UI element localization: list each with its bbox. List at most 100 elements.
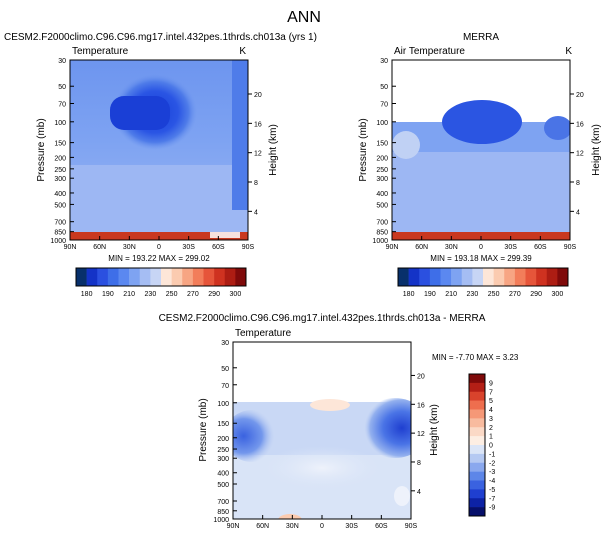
- colorbar-temperature-swatch: [107, 268, 119, 286]
- x-tick-label: 60S: [212, 244, 225, 251]
- y-tick-label: 200: [54, 155, 66, 162]
- panel-merra-field: [392, 60, 570, 240]
- colorbar-temperature-swatch: [182, 268, 194, 286]
- y-tick-label: 70: [221, 383, 229, 390]
- y-tick-label: 50: [221, 366, 229, 373]
- panel-model-left-label: Temperature: [72, 46, 129, 57]
- y2-tick-label: 16: [254, 121, 262, 128]
- colorbar-difference-swatch: [469, 436, 485, 446]
- colorbar-difference-label: -7: [489, 496, 495, 503]
- colorbar-merra-swatch: [461, 268, 473, 286]
- y-tick-label: 250: [54, 167, 66, 174]
- colorbar-merra-label: 190: [424, 291, 436, 298]
- colorbar-difference-swatch: [469, 462, 485, 472]
- colorbar-temperature-swatch: [203, 268, 215, 286]
- colorbar-difference-label: 1: [489, 434, 493, 441]
- colorbar-difference-label: 7: [489, 389, 493, 396]
- colorbar-temperature-swatch: [129, 268, 141, 286]
- y-tick-label: 400: [54, 191, 66, 198]
- colorbar-difference: 9 7 5 4 3 2 1 0-1 -2 -3 -4 -5 -7 -9: [468, 373, 495, 517]
- colorbar-difference-label: -3: [489, 469, 495, 476]
- panel-model-stats: MIN = 193.22 MAX = 299.02: [108, 254, 210, 263]
- colorbar-temperature-label: 230: [145, 291, 157, 298]
- colorbar-difference-swatch: [469, 489, 485, 499]
- colorbar-temperature-swatch: [224, 268, 236, 286]
- colorbar-temperature-swatch: [235, 268, 247, 286]
- colorbar-merra-swatch: [504, 268, 516, 286]
- y-tick-label: 850: [217, 509, 229, 516]
- y-tick-label: 70: [380, 101, 388, 108]
- y2-tick-label: 8: [254, 180, 258, 187]
- x-tick-label: 30S: [182, 244, 195, 251]
- y2-tick-label: 4: [576, 209, 580, 216]
- colorbar-merra-swatch: [483, 268, 494, 286]
- colorbar-difference-swatch: [469, 409, 485, 419]
- colorbar-temperature-swatch: [86, 268, 98, 286]
- colorbar-merra-swatch: [493, 268, 505, 286]
- panel-merra-units: K: [565, 46, 572, 57]
- colorbar-difference-label: -4: [489, 478, 495, 485]
- colorbar-difference-label: 0: [489, 443, 493, 450]
- colorbar-difference-swatch: [469, 507, 485, 517]
- y2-tick-label: 12: [417, 431, 425, 438]
- panel-model: CESM2.F2000climo.C96.C96.mg17.intel.432p…: [4, 32, 317, 263]
- y-tick-label: 100: [217, 401, 229, 408]
- x-tick-label: 30S: [345, 523, 358, 530]
- panel-diff-left-label: Temperature: [235, 328, 292, 339]
- colorbar-difference-label: -9: [489, 505, 495, 512]
- y-tick-label: 500: [54, 202, 66, 209]
- y-tick-label: 700: [376, 220, 388, 227]
- colorbar-difference-swatch: [469, 418, 485, 428]
- figure-title: ANN: [287, 9, 321, 26]
- y-tick-label: 50: [58, 84, 66, 91]
- colorbar-temperature-swatch: [192, 268, 204, 286]
- colorbar-temperature-swatch: [161, 268, 172, 286]
- colorbar-difference-label: 4: [489, 407, 493, 414]
- svg-text:Pressure (mb): Pressure (mb): [358, 118, 369, 181]
- y-tick-label: 300: [376, 176, 388, 183]
- x-tick-label: 90S: [242, 244, 255, 251]
- colorbar-temperature-label: 290: [208, 291, 220, 298]
- panel-model-field: [70, 60, 248, 240]
- y-tick-label: 30: [58, 58, 66, 65]
- y2-tick-label: 16: [417, 402, 425, 409]
- colorbar-difference-label: 5: [489, 398, 493, 405]
- panel-model-title: CESM2.F2000climo.C96.C96.mg17.intel.432p…: [4, 32, 317, 43]
- x-tick-label: 0: [479, 244, 483, 251]
- y2-tick-label: 8: [576, 180, 580, 187]
- x-tick-label: 0: [157, 244, 161, 251]
- colorbar-merra-label: 250: [488, 291, 500, 298]
- y-tick-label: 700: [217, 499, 229, 506]
- colorbar-temperature-label: 210: [123, 291, 135, 298]
- panel-diff-field: [233, 342, 411, 519]
- panel-model-units: K: [239, 46, 246, 57]
- colorbar-merra-label: 210: [445, 291, 457, 298]
- colorbar-temperature-swatch: [214, 268, 226, 286]
- colorbar-merra-swatch: [536, 268, 548, 286]
- panel-merra-left-label: Air Temperature: [394, 46, 465, 57]
- panel-merra-title: MERRA: [463, 32, 499, 43]
- colorbar-merra-swatch: [546, 268, 558, 286]
- y-tick-label: 50: [380, 84, 388, 91]
- x-tick-label: 90S: [564, 244, 577, 251]
- y-tick-label: 850: [54, 230, 66, 237]
- panel-diff-y2label: Height (km): [429, 404, 440, 456]
- colorbar-temperature-label: 270: [187, 291, 199, 298]
- colorbar-temperature-label: 180: [81, 291, 93, 298]
- colorbar-merra-label: 290: [530, 291, 542, 298]
- y2-tick-label: 20: [254, 92, 262, 99]
- x-tick-label: 30S: [504, 244, 517, 251]
- colorbar-merra-label: 300: [552, 291, 564, 298]
- y-tick-label: 30: [380, 58, 388, 65]
- x-tick-label: 30N: [123, 244, 136, 251]
- colorbar-difference-label: -5: [489, 487, 495, 494]
- panel-diff-stats: MIN = -7.70 MAX = 3.23: [432, 353, 519, 362]
- panel-merra-stats: MIN = 193.18 MAX = 299.39: [430, 254, 532, 263]
- colorbar-difference-label: 2: [489, 425, 493, 432]
- colorbar-difference-swatch: [469, 382, 485, 393]
- colorbar-temperature-label: 250: [166, 291, 178, 298]
- colorbar-difference-swatch: [469, 391, 485, 401]
- colorbar-merra-swatch: [451, 268, 463, 286]
- svg-text:Pressure (mb): Pressure (mb): [198, 398, 209, 461]
- colorbar-temperature-swatch: [150, 268, 162, 286]
